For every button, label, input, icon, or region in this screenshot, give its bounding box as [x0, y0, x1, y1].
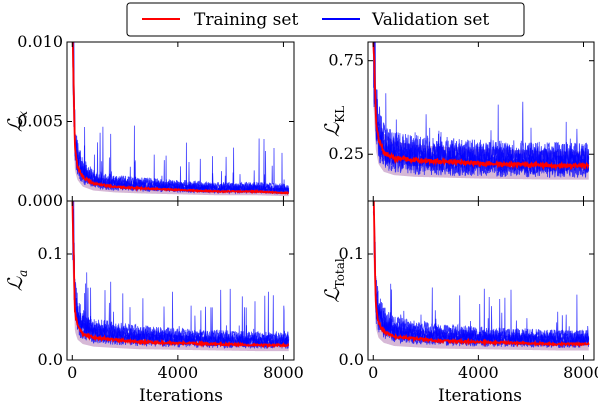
xlabel-left: Iterations	[139, 386, 223, 406]
validation-trace-0	[373, 201, 590, 349]
y-axis-label: ℒTotal	[320, 258, 347, 303]
training-line	[372, 42, 590, 171]
y-tick-label: 0.0	[339, 350, 364, 369]
plot-area	[372, 201, 590, 351]
validation-trace-3	[72, 201, 290, 344]
validation-trace-3	[72, 42, 290, 192]
y-axis-label-symbol: ℒ	[3, 276, 27, 291]
legend: Training set Validation set	[126, 2, 525, 37]
x-tick-label: 4000	[158, 363, 199, 382]
y-axis-label-subscript: KL	[333, 106, 347, 123]
legend-training-label: Training set	[194, 10, 298, 30]
plot-area	[71, 42, 290, 197]
y-axis-label-symbol: ℒ	[320, 288, 344, 303]
panel-loss-a: 0 4000 8000 0.0 0.1 ℒa	[3, 200, 304, 382]
y-axis-label-symbol: ℒ	[3, 117, 27, 132]
validation-trace-1	[373, 201, 590, 347]
y-axis-label: ℒKL	[320, 106, 347, 137]
y-tick-label: 0.1	[38, 244, 63, 263]
y-axis-label: ℒa	[3, 270, 30, 292]
axes-frame	[66, 200, 295, 361]
training-spread-band	[72, 201, 289, 352]
plot-area	[372, 42, 590, 180]
y-tick-label: 0.010	[17, 32, 63, 51]
validation-trace-3	[373, 201, 590, 344]
xlabel-right: Iterations	[438, 386, 522, 406]
y-tick-label: 0.1	[339, 244, 364, 263]
y-tick-label: 0.0	[38, 350, 63, 369]
y-tick-label: 0.75	[328, 51, 364, 70]
training-line	[71, 42, 289, 196]
y-axis-label: ℒx	[3, 111, 30, 132]
y-axis-label-subscript: x	[16, 111, 30, 118]
x-tick-label: 8000	[263, 363, 304, 382]
x-tick-label: 4000	[458, 363, 499, 382]
y-tick-label: 0.25	[328, 144, 364, 163]
axes-frame	[367, 200, 595, 361]
x-tick-label: 0	[67, 363, 77, 382]
training-line	[372, 201, 590, 348]
y-tick-label: 0.005	[17, 112, 63, 131]
x-tick-label: 8000	[563, 363, 598, 382]
validation-trace-2	[372, 201, 590, 345]
y-axis-label-symbol: ℒ	[320, 122, 344, 137]
x-tick-label: 0	[368, 363, 378, 382]
plot-area	[71, 201, 290, 352]
panel-loss-x: 0.000 0.005 0.010 ℒx	[3, 32, 295, 210]
training-line	[71, 201, 290, 349]
y-axis-label-subscript: a	[16, 270, 30, 277]
y-axis-label-subscript: Total	[333, 258, 347, 288]
y-tick-label: 0.000	[17, 191, 63, 210]
legend-validation-label: Validation set	[371, 10, 489, 30]
